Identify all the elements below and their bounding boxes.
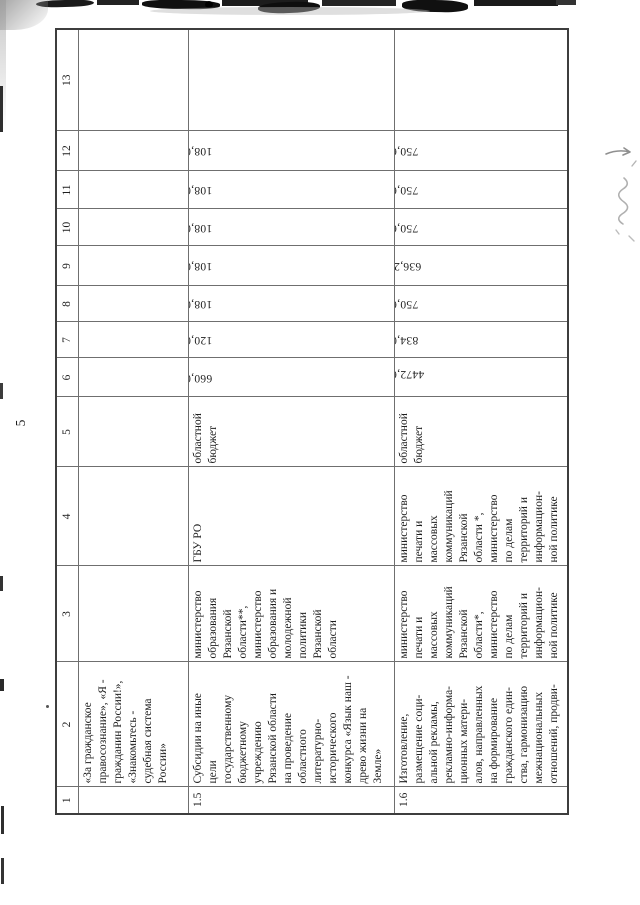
header-cell: 10 <box>56 209 78 246</box>
budget-table: 1 2 3 4 5 6 7 8 9 10 11 12 13 «За гражда… <box>55 28 569 815</box>
amount-cell: 636,23 <box>394 246 568 286</box>
amount-cell: 660,0 <box>188 358 394 397</box>
header-row: 1 2 3 4 5 6 7 8 9 10 11 12 13 <box>56 29 78 814</box>
scan-artifact <box>322 0 396 6</box>
row-number-cell <box>78 787 188 814</box>
scan-artifact <box>0 383 3 399</box>
amount-cell: 108,0 <box>188 246 394 286</box>
amount-cell: 750,6 <box>394 209 568 246</box>
scan-artifact <box>0 86 3 132</box>
header-cell: 1 <box>56 787 78 814</box>
scan-artifact <box>222 0 308 6</box>
table-cell <box>78 171 188 209</box>
amount-cell: 834,0 <box>394 322 568 358</box>
header-cell: 3 <box>56 566 78 662</box>
header-cell: 13 <box>56 29 78 131</box>
header-cell: 7 <box>56 322 78 358</box>
table-cell <box>78 358 188 397</box>
header-cell: 2 <box>56 662 78 787</box>
budget-source-cell: областной бюджет <box>394 397 568 467</box>
scan-artifact <box>46 705 49 708</box>
subsidy-description-cell: Субсидии на иные цели государственному б… <box>188 662 394 787</box>
table-cell <box>78 209 188 246</box>
table-cell <box>78 286 188 322</box>
program-titles-cell: «За гражданское правосознание», «Я - гра… <box>78 662 188 787</box>
table-cell <box>78 246 188 286</box>
table-row-continuation: «За гражданское правосознание», «Я - гра… <box>78 29 188 814</box>
row-number-cell: 1.6 <box>394 787 568 814</box>
ministry-cell: министерство печати и массовых коммуника… <box>394 467 568 566</box>
amount-cell: 108,0 <box>188 286 394 322</box>
header-cell: 5 <box>56 397 78 467</box>
scan-artifact <box>150 7 430 15</box>
table-cell <box>78 322 188 358</box>
scan-artifact <box>205 1 213 8</box>
header-cell: 9 <box>56 246 78 286</box>
amount-cell: 750,6 <box>394 286 568 322</box>
advert-description-cell: Изготовление, размещение соци- альной ре… <box>394 662 568 787</box>
amount-cell: 108,0 <box>188 131 394 171</box>
scan-artifact <box>0 0 6 130</box>
table-cell <box>78 566 188 662</box>
amount-cell: 750,6 <box>394 171 568 209</box>
page-number: 5 <box>13 419 28 427</box>
handwriting-annotation <box>605 147 637 242</box>
header-cell: 4 <box>56 467 78 566</box>
header-cell: 11 <box>56 171 78 209</box>
rotated-table-container: 1 2 3 4 5 6 7 8 9 10 11 12 13 «За гражда… <box>55 28 569 815</box>
table-row-1-6: 1.6 Изготовление, размещение соци- ально… <box>394 29 568 814</box>
table-cell <box>394 29 568 131</box>
scan-artifact <box>1 806 4 834</box>
table-row-1-5: 1.5 Субсидии на иные цели государственно… <box>188 29 394 814</box>
amount-cell: 108,0 <box>188 171 394 209</box>
header-cell: 6 <box>56 358 78 397</box>
scan-artifact <box>474 0 558 6</box>
table-cell <box>78 29 188 131</box>
row-number-cell: 1.5 <box>188 787 394 814</box>
scan-artifact <box>556 0 576 5</box>
table-cell <box>188 29 394 131</box>
scan-artifact <box>0 576 3 591</box>
amount-cell: 750,6 <box>394 131 568 171</box>
header-cell: 8 <box>56 286 78 322</box>
amount-cell: 120,0 <box>188 322 394 358</box>
header-cell: 12 <box>56 131 78 171</box>
ministry-cell: министерство печати и массовых коммуника… <box>394 566 568 662</box>
ministry-cell: министерство образования Рязанской облас… <box>188 566 394 662</box>
table-cell <box>78 131 188 171</box>
amount-cell: 4472,63 <box>394 358 568 397</box>
scan-artifact <box>0 679 4 691</box>
scan-artifact <box>1 858 4 884</box>
table-cell <box>78 467 188 566</box>
table-cell <box>78 397 188 467</box>
amount-cell: 108,0 <box>188 209 394 246</box>
institution-cell: ГБУ РО <box>188 467 394 566</box>
budget-source-cell: областной бюджет <box>188 397 394 467</box>
scan-artifact <box>0 0 48 30</box>
scan-artifact <box>97 0 139 5</box>
